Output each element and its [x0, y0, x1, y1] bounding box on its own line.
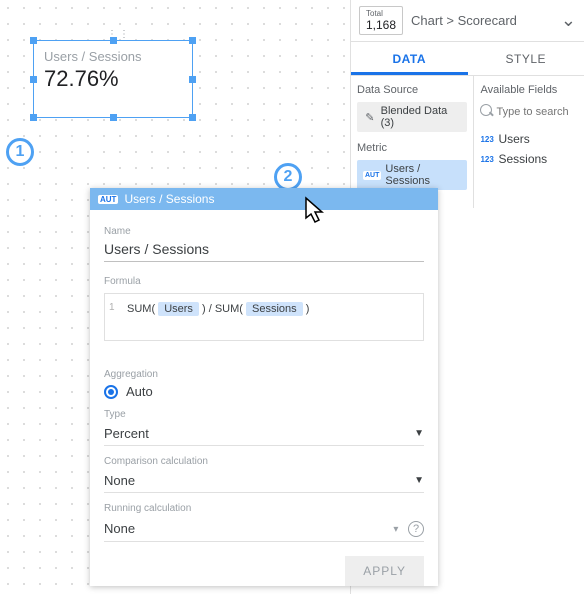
comparison-select[interactable]: None ▼	[104, 467, 424, 493]
formula-keyword: SUM	[127, 303, 151, 315]
aut-badge: AUT	[363, 171, 381, 180]
formula-operator: /	[209, 303, 212, 315]
chevron-down-icon[interactable]: ⌄	[561, 10, 576, 31]
tab-data[interactable]: DATA	[351, 42, 468, 75]
running-select[interactable]: None ▾ ?	[104, 514, 424, 542]
formula-token: Sessions	[246, 302, 303, 316]
popup-header[interactable]: AUT Users / Sessions	[90, 188, 438, 210]
radio-checked-icon	[104, 385, 118, 399]
dropdown-triangle-icon: ▾	[393, 524, 398, 535]
section-metric-label: Metric	[357, 142, 467, 154]
aggregation-value: Auto	[126, 384, 153, 399]
resize-handle[interactable]	[30, 76, 37, 83]
resize-handle[interactable]	[110, 37, 117, 44]
field-name: Users	[498, 132, 529, 146]
dropdown-triangle-icon: ▼	[414, 475, 424, 486]
scorecard-label: Users / Sessions	[34, 41, 192, 64]
search-field[interactable]	[480, 102, 578, 121]
breadcrumb[interactable]: Chart > Scorecard	[411, 13, 561, 28]
formula-keyword: SUM	[215, 303, 239, 315]
popup-title: Users / Sessions	[124, 192, 214, 206]
section-datasource-label: Data Source	[357, 84, 467, 96]
datasource-value: Blended Data (3)	[381, 105, 462, 129]
type-value: Percent	[104, 426, 149, 441]
formula-label: Formula	[104, 276, 424, 287]
formula-editor[interactable]: 1 SUM( Users ) / SUM( Sessions )	[104, 293, 424, 341]
numeric-type-icon: 123	[480, 135, 498, 144]
tabs: DATA STYLE	[351, 42, 584, 76]
name-input[interactable]	[104, 237, 424, 262]
aggregation-auto-radio[interactable]: Auto	[104, 384, 424, 399]
comparison-value: None	[104, 473, 135, 488]
resize-handle[interactable]	[189, 76, 196, 83]
metric-pill[interactable]: AUT Users / Sessions	[357, 160, 467, 190]
calculated-field-popup: AUT Users / Sessions Name Formula 1 SUM(…	[90, 188, 438, 586]
section-available-label: Available Fields	[480, 84, 578, 96]
resize-handle[interactable]	[30, 114, 37, 121]
metric-value: Users / Sessions	[385, 163, 461, 187]
name-label: Name	[104, 226, 424, 237]
available-fields-column: Available Fields 123 Users 123 Sessions	[474, 76, 584, 208]
aggregation-label: Aggregation	[104, 369, 424, 380]
tab-style[interactable]: STYLE	[468, 42, 584, 75]
field-row[interactable]: 123 Users	[480, 129, 578, 149]
help-icon[interactable]: ?	[408, 521, 424, 537]
resize-handle[interactable]	[189, 37, 196, 44]
dropdown-triangle-icon: ▼	[414, 428, 424, 439]
field-row[interactable]: 123 Sessions	[480, 149, 578, 169]
field-name: Sessions	[498, 152, 547, 166]
comparison-label: Comparison calculation	[104, 456, 424, 467]
total-label: Total	[366, 9, 396, 18]
running-value: None	[104, 521, 135, 536]
aut-badge: AUT	[98, 195, 118, 204]
scorecard-widget[interactable]: ⋮⋮ Users / Sessions 72.76%	[33, 40, 193, 118]
formula-token: Users	[158, 302, 199, 316]
annotation-badge-2: 2	[274, 163, 302, 191]
resize-handle[interactable]	[189, 114, 196, 121]
scorecard-value: 72.76%	[34, 64, 192, 100]
annotation-badge-1: 1	[6, 138, 34, 166]
apply-button[interactable]: APPLY	[345, 556, 424, 586]
resize-handle[interactable]	[110, 114, 117, 121]
panel-header: Total 1,168 Chart > Scorecard ⌄	[351, 0, 584, 42]
type-select[interactable]: Percent ▼	[104, 420, 424, 446]
total-value: 1,168	[366, 18, 396, 32]
resize-handle[interactable]	[30, 37, 37, 44]
line-number: 1	[109, 302, 115, 313]
running-label: Running calculation	[104, 503, 424, 514]
datasource-pill[interactable]: ✎ Blended Data (3)	[357, 102, 467, 132]
type-label: Type	[104, 409, 424, 420]
pencil-icon: ✎	[363, 111, 377, 124]
numeric-type-icon: 123	[480, 155, 498, 164]
total-box[interactable]: Total 1,168	[359, 6, 403, 35]
search-input[interactable]	[480, 104, 578, 121]
